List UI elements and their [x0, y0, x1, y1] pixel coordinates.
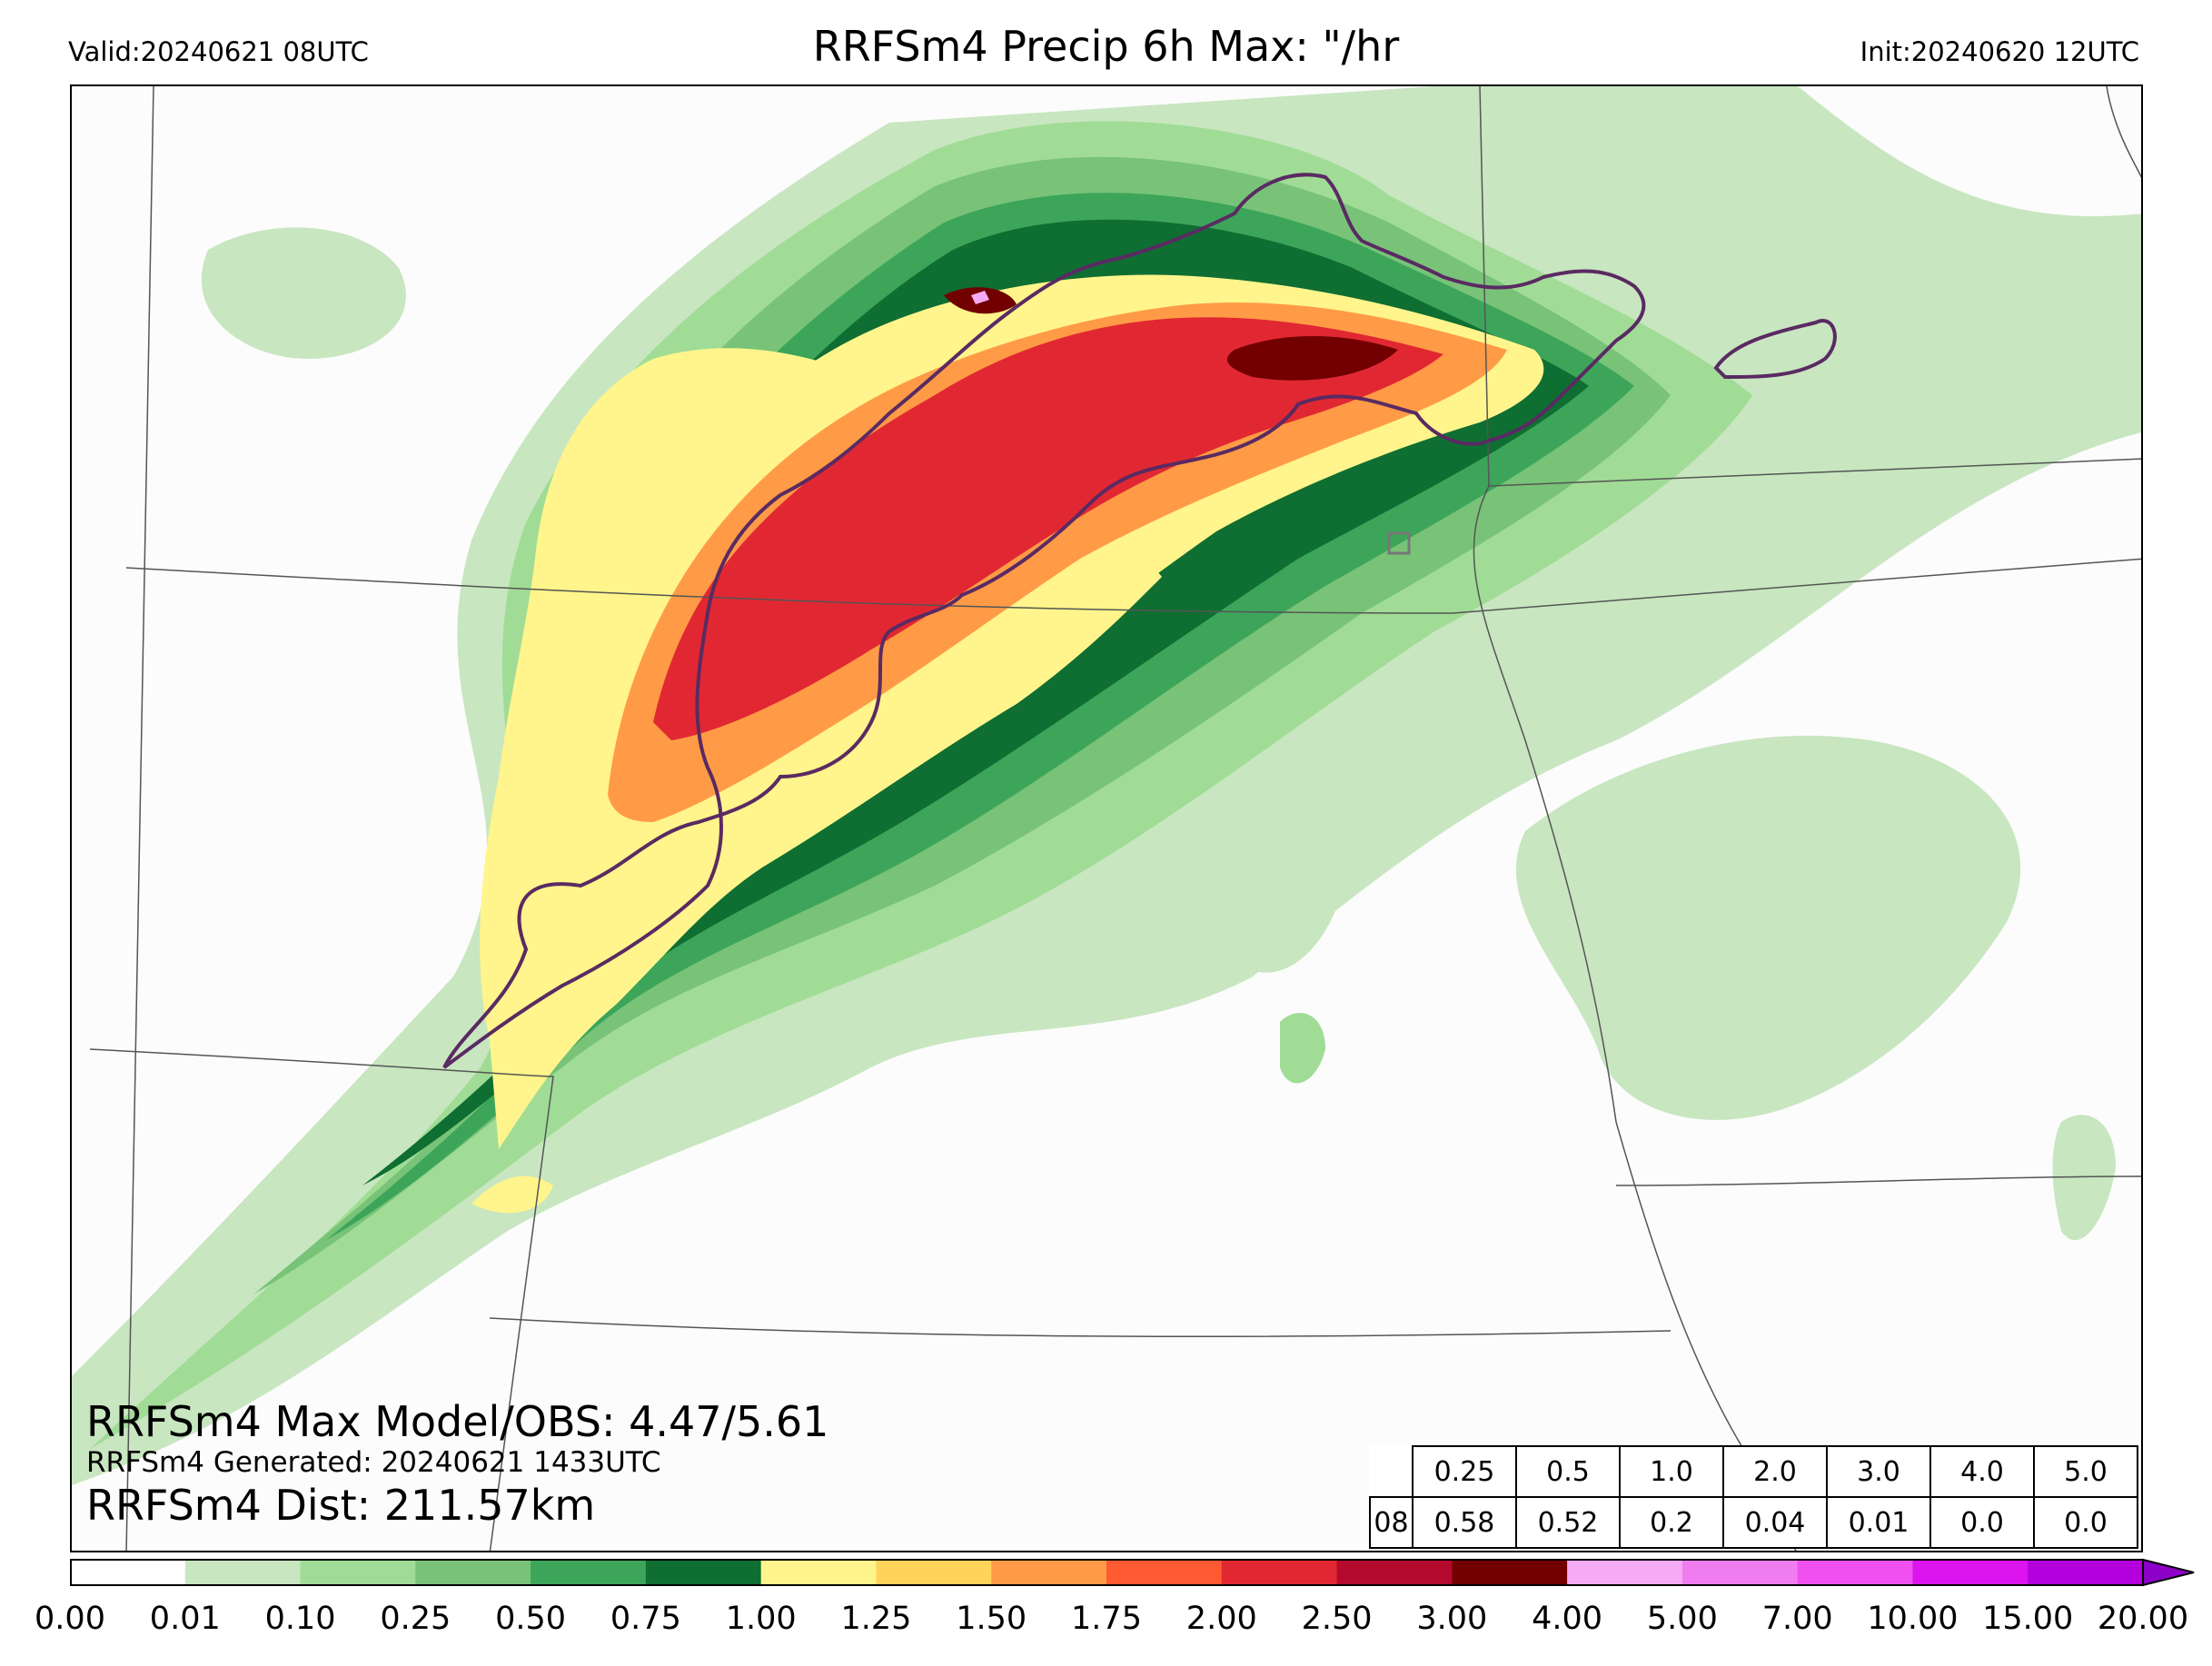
colorbar-tick-label: 20.00	[2097, 1601, 2189, 1637]
colorbar-tick-label: 4.00	[1532, 1601, 1603, 1637]
precip-band-0-01	[1515, 735, 2021, 1120]
colorbar-segment	[991, 1560, 1107, 1585]
station-marker	[1387, 531, 1411, 555]
colorbar	[70, 1558, 2195, 1587]
colorbar-outline	[70, 1559, 2144, 1586]
colorbar-segment	[1567, 1560, 1683, 1585]
colorbar-tick-label: 0.00	[35, 1601, 105, 1637]
empty-corner-cell	[1370, 1446, 1413, 1497]
max-model-obs-label: RRFSm4 Max Model/OBS: 4.47/5.61	[86, 1397, 829, 1446]
colorbar-segment	[876, 1560, 992, 1585]
precip-map	[70, 84, 2143, 1552]
colorbar-segment	[1452, 1560, 1568, 1585]
colorbar-segment	[184, 1560, 302, 1585]
precip-band-3-00	[1226, 336, 1398, 381]
value-cell: 0.0	[2033, 1496, 2138, 1549]
colorbar-tick-label: 10.00	[1867, 1601, 1959, 1637]
precip-band-0-01	[1218, 789, 1347, 973]
distance-label: RRFSm4 Dist: 211.57km	[86, 1481, 596, 1530]
colorbar-tick-label: 15.00	[1982, 1601, 2074, 1637]
colorbar-segment	[1912, 1560, 2028, 1585]
state-boundary-line	[489, 1317, 1671, 1338]
precip-field	[72, 86, 2141, 1485]
colorbar-tick-label: 0.50	[495, 1601, 567, 1637]
colorbar-segment	[645, 1560, 762, 1585]
colorbar-extend-arrow	[2142, 1558, 2195, 1587]
value-cell: 0.2	[1619, 1496, 1724, 1549]
state-boundary-line	[125, 86, 154, 1551]
threshold-cell: 0.25	[1412, 1445, 1517, 1498]
generated-time-label: RRFSm4 Generated: 20240621 1433UTC	[86, 1446, 661, 1479]
colorbar-segment	[300, 1560, 416, 1585]
precip-band-0-01	[2052, 1115, 2116, 1241]
colorbar-segment	[1106, 1560, 1223, 1585]
init-time-label: Init:20240620 12UTC	[1860, 36, 2139, 67]
threshold-header-row: 0.25 0.5 1.0 2.0 3.0 4.0 5.0	[1370, 1445, 2138, 1498]
precip-band-0-10	[1280, 1013, 1325, 1084]
colorbar-tick-label: 0.01	[149, 1601, 221, 1637]
threshold-cell: 0.5	[1515, 1445, 1621, 1498]
precip-band-4-00	[971, 291, 989, 304]
value-cell: 0.52	[1515, 1496, 1621, 1549]
precip-band-2-00	[653, 317, 1443, 740]
colorbar-segment	[1681, 1560, 1799, 1585]
state-boundary-line	[1473, 86, 1797, 1551]
threshold-cell: 4.0	[1929, 1445, 2035, 1498]
colorbar-segment	[1797, 1560, 1913, 1585]
threshold-cell: 5.0	[2033, 1445, 2138, 1498]
colorbar-segment	[760, 1560, 877, 1585]
threshold-value-row: 08 0.58 0.52 0.2 0.04 0.01 0.0 0.0	[1369, 1496, 2138, 1549]
colorbar-tick-label: 1.50	[956, 1601, 1027, 1637]
valid-time-label: Valid:20240621 08UTC	[68, 36, 369, 67]
colorbar-segment	[70, 1560, 186, 1585]
colorbar-tick-label: 5.00	[1646, 1601, 1718, 1637]
state-boundary-line	[89, 1048, 554, 1551]
colorbar-tick-label: 1.00	[725, 1601, 797, 1637]
colorbar-tick-label: 7.00	[1761, 1601, 1833, 1637]
colorbar-tick-label: 3.00	[1416, 1601, 1488, 1637]
colorbar-tick-labels: 0.00 0.01 0.10 0.25 0.50 0.75 1.00 1.25 1.50 1.75…	[0, 1601, 2212, 1646]
state-boundary-line	[2106, 86, 2141, 179]
colorbar-tick-label: 0.10	[264, 1601, 336, 1637]
colorbar-tick-label: 2.50	[1301, 1601, 1373, 1637]
map-title: RRFSm4 Precip 6h Max: "/hr	[812, 22, 1400, 71]
colorbar-segment	[1336, 1560, 1453, 1585]
map-canvas	[72, 86, 2141, 1551]
colorbar-segment	[2028, 1560, 2144, 1585]
colorbar-segment	[531, 1560, 647, 1585]
colorbar-tick-label: 0.25	[380, 1601, 451, 1637]
obs-contour	[442, 173, 1837, 1069]
value-cell: 0.58	[1412, 1496, 1517, 1549]
value-cell: 0.01	[1826, 1496, 1931, 1549]
row-hour-label: 08	[1369, 1496, 1413, 1549]
colorbar-tick-label: 2.00	[1185, 1601, 1257, 1637]
colorbar-segment	[1221, 1560, 1338, 1585]
colorbar-tick-label: 1.25	[840, 1601, 912, 1637]
threshold-cell: 2.0	[1722, 1445, 1828, 1498]
colorbar-tick-label: 0.75	[610, 1601, 681, 1637]
state-boundary-line	[1488, 458, 2141, 487]
threshold-cell: 1.0	[1619, 1445, 1724, 1498]
colorbar-tick-label: 1.75	[1071, 1601, 1142, 1637]
colorbar-segment	[415, 1560, 531, 1585]
threshold-table: 0.25 0.5 1.0 2.0 3.0 4.0 5.0 08 0.58 0.5…	[1369, 1445, 2138, 1549]
value-cell: 0.0	[1929, 1496, 2035, 1549]
obs-contour-outline	[1713, 319, 1837, 380]
state-boundary-line	[1615, 1175, 2141, 1186]
precip-band-1-50	[608, 302, 1507, 823]
threshold-cell: 3.0	[1826, 1445, 1931, 1498]
precip-band-0-01	[201, 227, 406, 359]
obs-contour-outline	[442, 173, 1646, 1069]
value-cell: 0.04	[1722, 1496, 1828, 1549]
